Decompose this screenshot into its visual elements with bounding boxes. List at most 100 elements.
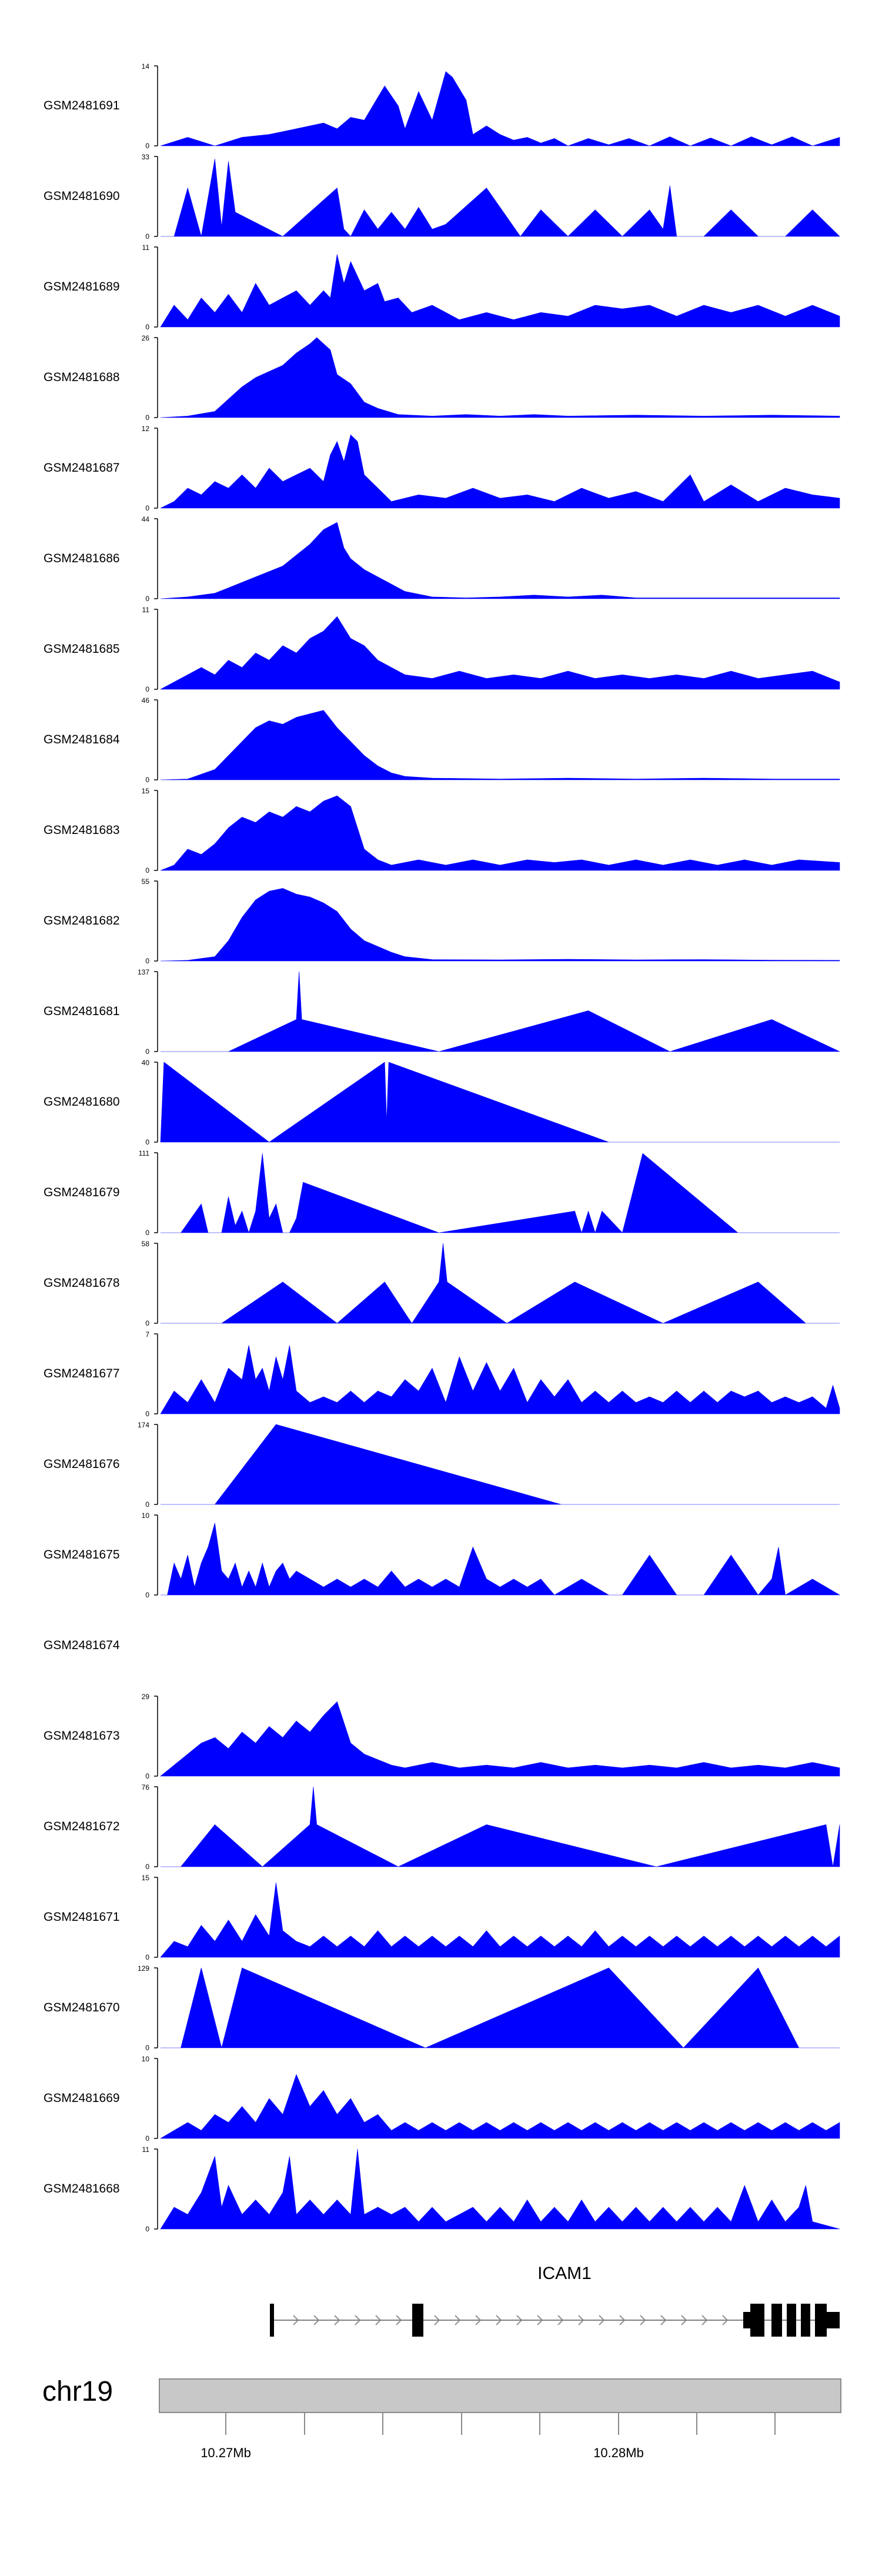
y-axis-max-label: 14 — [142, 62, 150, 71]
track-GSM2481675: GSM2481675 10 0 — [44, 1511, 841, 1599]
chromosome-label: chr19 — [42, 2376, 113, 2407]
coverage-area — [161, 1243, 840, 1324]
track-label: GSM2481688 — [44, 371, 120, 384]
coverage-area — [161, 1153, 840, 1234]
coverage-area — [160, 795, 840, 871]
y-axis-min-label: 0 — [145, 1410, 149, 1418]
track-label: GSM2481690 — [44, 189, 120, 203]
coverage-area — [160, 1345, 840, 1414]
y-axis-max-label: 55 — [142, 877, 150, 886]
coverage-area — [160, 888, 840, 962]
y-axis-min-label: 0 — [145, 685, 149, 693]
y-axis-min-label: 0 — [145, 1138, 149, 1146]
coverage-area — [160, 1062, 840, 1143]
track-label: GSM2481691 — [44, 99, 120, 112]
track-label: GSM2481680 — [44, 1095, 120, 1109]
track-GSM2481691: GSM2481691 14 0 — [44, 62, 840, 150]
track-label: GSM2481678 — [44, 1276, 120, 1290]
y-axis-min-label: 0 — [145, 1591, 149, 1599]
track-GSM2481677: GSM2481677 7 0 — [44, 1330, 840, 1418]
track-GSM2481668: GSM2481668 11 0 — [44, 2145, 840, 2233]
y-axis-min-label: 0 — [145, 232, 149, 241]
y-axis-min-label: 0 — [145, 1772, 149, 1780]
track-GSM2481684: GSM2481684 46 0 — [44, 696, 840, 784]
y-axis-min-label: 0 — [145, 1863, 149, 1871]
track-GSM2481673: GSM2481673 29 0 — [44, 1693, 840, 1780]
y-axis-min-label: 0 — [145, 2225, 149, 2233]
y-axis-max-label: 33 — [142, 153, 150, 161]
track-label: GSM2481681 — [44, 1005, 120, 1018]
coverage-area — [160, 254, 840, 328]
track-GSM2481670: GSM2481670 129 0 — [44, 1964, 840, 2052]
y-axis-max-label: 7 — [145, 1330, 149, 1339]
y-axis-max-label: 129 — [138, 1964, 149, 1973]
track-GSM2481687: GSM2481687 12 0 — [44, 425, 840, 512]
track-label: GSM2481677 — [44, 1367, 120, 1380]
coverage-area — [160, 434, 840, 509]
y-axis-min-label: 0 — [145, 776, 149, 784]
track-GSM2481672: GSM2481672 76 0 — [44, 1783, 840, 1871]
exon-3-utr — [743, 2312, 750, 2328]
coverage-area — [161, 1786, 840, 1867]
track-label: GSM2481687 — [44, 461, 120, 475]
coverage-area — [161, 1967, 840, 2048]
exon-3 — [750, 2304, 764, 2337]
track-GSM2481679: GSM2481679 111 0 — [44, 1149, 840, 1237]
y-axis-max-label: 12 — [142, 425, 150, 433]
coverage-area — [160, 337, 840, 418]
track-label: GSM2481685 — [44, 642, 120, 656]
y-axis-max-label: 111 — [139, 1149, 150, 1157]
y-axis-max-label: 29 — [142, 1693, 150, 1701]
track-label: GSM2481668 — [44, 2182, 120, 2195]
track-GSM2481690: GSM2481690 33 0 — [44, 153, 840, 241]
track-label: GSM2481669 — [44, 2091, 120, 2105]
y-axis-min-label: 0 — [145, 1953, 149, 1961]
track-GSM2481688: GSM2481688 26 0 — [44, 334, 840, 422]
y-axis-max-label: 15 — [142, 1874, 150, 1882]
coverage-area — [160, 522, 840, 599]
coverage-tracks: GSM2481691140GSM2481690330GSM2481689110G… — [44, 62, 841, 2233]
coverage-area — [161, 1424, 840, 1505]
y-axis-min-label: 0 — [145, 957, 149, 965]
track-label: GSM2481673 — [44, 1729, 120, 1743]
track-label: GSM2481675 — [44, 1548, 120, 1561]
track-GSM2481685: GSM2481685 11 0 — [44, 606, 840, 693]
y-axis-max-label: 10 — [142, 1511, 150, 1520]
track-label: GSM2481689 — [44, 280, 120, 293]
axis-tick-label-10-27mb: 10.27Mb — [201, 2445, 251, 2460]
y-axis-max-label: 174 — [138, 1421, 149, 1429]
y-axis-max-label: 15 — [142, 787, 150, 795]
y-axis-max-label: 40 — [142, 1059, 150, 1067]
coverage-area — [160, 1883, 840, 1958]
coverage-area — [159, 2074, 840, 2139]
exon-6 — [801, 2304, 810, 2337]
track-label: GSM2481671 — [44, 1910, 120, 1924]
y-axis-min-label: 0 — [145, 2134, 149, 2143]
y-axis-min-label: 0 — [145, 504, 149, 512]
gene-symbol-label: ICAM1 — [537, 2264, 592, 2283]
track-GSM2481676: GSM2481676 174 0 — [44, 1421, 840, 1509]
y-axis-min-label: 0 — [145, 1319, 149, 1327]
y-axis-min-label: 0 — [145, 1047, 149, 1056]
track-GSM2481682: GSM2481682 55 0 — [44, 877, 840, 965]
coverage-area — [160, 71, 840, 146]
y-axis-max-label: 10 — [142, 2055, 150, 2063]
track-label: GSM2481670 — [44, 2001, 120, 2014]
track-GSM2481689: GSM2481689 11 0 — [44, 243, 840, 331]
y-axis-min-label: 0 — [145, 142, 149, 150]
track-GSM2481680: GSM2481680 40 0 — [44, 1059, 840, 1146]
y-axis-max-label: 76 — [142, 1783, 150, 1791]
track-label: GSM2481682 — [44, 914, 120, 927]
y-axis-min-label: 0 — [145, 866, 149, 875]
y-axis-max-label: 58 — [142, 1240, 150, 1248]
exon-1 — [270, 2304, 274, 2337]
track-label: GSM2481679 — [44, 1186, 120, 1199]
coverage-area — [160, 2148, 840, 2230]
track-label: GSM2481686 — [44, 552, 120, 565]
track-GSM2481681: GSM2481681 137 0 — [44, 968, 840, 1056]
y-axis-max-label: 11 — [142, 606, 150, 614]
y-axis-min-label: 0 — [145, 413, 149, 422]
coverage-area — [161, 1523, 841, 1596]
